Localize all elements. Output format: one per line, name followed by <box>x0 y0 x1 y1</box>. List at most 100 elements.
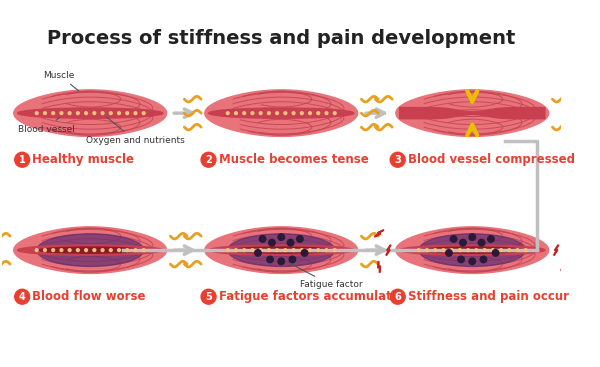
Polygon shape <box>396 90 548 137</box>
Circle shape <box>516 249 519 251</box>
Circle shape <box>68 249 71 251</box>
Circle shape <box>268 249 270 251</box>
Circle shape <box>267 256 274 263</box>
Polygon shape <box>375 230 383 236</box>
Circle shape <box>467 249 470 251</box>
Circle shape <box>508 249 511 251</box>
Ellipse shape <box>38 247 142 253</box>
Circle shape <box>289 256 296 263</box>
Text: Muscle: Muscle <box>44 71 79 91</box>
Circle shape <box>235 112 238 115</box>
Circle shape <box>308 249 311 251</box>
Circle shape <box>480 256 487 263</box>
Circle shape <box>44 249 46 251</box>
Circle shape <box>292 112 295 115</box>
Circle shape <box>469 258 476 265</box>
Circle shape <box>450 249 453 251</box>
Circle shape <box>126 249 128 251</box>
Circle shape <box>488 236 494 242</box>
Circle shape <box>334 249 336 251</box>
Circle shape <box>491 249 494 251</box>
Ellipse shape <box>228 234 335 266</box>
Ellipse shape <box>17 108 163 118</box>
Circle shape <box>301 249 303 251</box>
Circle shape <box>442 249 445 251</box>
Circle shape <box>52 112 55 115</box>
Polygon shape <box>205 90 358 137</box>
Circle shape <box>35 112 38 115</box>
Polygon shape <box>554 246 558 255</box>
Circle shape <box>276 112 278 115</box>
Circle shape <box>308 112 311 115</box>
Text: Fatigue factors accumulate: Fatigue factors accumulate <box>219 290 400 303</box>
Circle shape <box>68 112 71 115</box>
Polygon shape <box>14 227 167 273</box>
Circle shape <box>76 112 79 115</box>
Circle shape <box>109 249 112 251</box>
Circle shape <box>325 249 328 251</box>
Polygon shape <box>205 227 358 273</box>
Circle shape <box>76 249 79 251</box>
Circle shape <box>118 112 121 115</box>
Circle shape <box>134 112 137 115</box>
Text: 2: 2 <box>205 155 212 165</box>
Circle shape <box>458 249 461 251</box>
Circle shape <box>425 249 428 251</box>
Text: Blood vessel: Blood vessel <box>17 117 74 134</box>
Text: 1: 1 <box>19 155 26 165</box>
Circle shape <box>93 112 96 115</box>
Circle shape <box>418 249 420 251</box>
Circle shape <box>15 152 29 167</box>
Circle shape <box>500 249 502 251</box>
Circle shape <box>118 249 121 251</box>
Text: Stiffness and pain occur: Stiffness and pain occur <box>408 290 569 303</box>
Polygon shape <box>565 228 566 238</box>
Circle shape <box>390 152 405 167</box>
Circle shape <box>226 249 229 251</box>
Text: Fatigue factor: Fatigue factor <box>289 263 362 290</box>
Circle shape <box>15 289 29 304</box>
Circle shape <box>251 112 254 115</box>
Circle shape <box>269 239 275 246</box>
Circle shape <box>292 249 295 251</box>
Polygon shape <box>396 227 548 273</box>
Circle shape <box>243 249 245 251</box>
Ellipse shape <box>230 247 333 253</box>
Circle shape <box>142 249 145 251</box>
Ellipse shape <box>400 245 545 255</box>
Circle shape <box>254 250 261 256</box>
Text: Blood flow worse: Blood flow worse <box>32 290 146 303</box>
Circle shape <box>251 249 254 251</box>
Circle shape <box>201 289 216 304</box>
Circle shape <box>301 112 303 115</box>
Circle shape <box>390 289 405 304</box>
Circle shape <box>301 250 308 256</box>
Circle shape <box>284 249 287 251</box>
Text: Muscle becomes tense: Muscle becomes tense <box>219 153 368 166</box>
Polygon shape <box>562 264 569 270</box>
Circle shape <box>451 236 457 242</box>
Circle shape <box>142 112 145 115</box>
Circle shape <box>268 112 270 115</box>
Circle shape <box>85 249 88 251</box>
Circle shape <box>259 249 262 251</box>
Circle shape <box>201 152 216 167</box>
Ellipse shape <box>209 108 354 118</box>
Circle shape <box>235 249 238 251</box>
Text: 3: 3 <box>394 155 401 165</box>
Circle shape <box>325 112 328 115</box>
Circle shape <box>101 112 104 115</box>
Text: 5: 5 <box>205 292 212 302</box>
Polygon shape <box>386 246 391 255</box>
Circle shape <box>60 249 63 251</box>
Ellipse shape <box>17 245 163 255</box>
Text: Blood vessel compressed: Blood vessel compressed <box>408 153 575 166</box>
Circle shape <box>334 112 336 115</box>
Circle shape <box>259 236 266 242</box>
Circle shape <box>52 249 55 251</box>
Circle shape <box>284 112 287 115</box>
Circle shape <box>226 112 229 115</box>
Circle shape <box>460 239 466 246</box>
Circle shape <box>317 112 320 115</box>
Text: Healthy muscle: Healthy muscle <box>32 153 134 166</box>
